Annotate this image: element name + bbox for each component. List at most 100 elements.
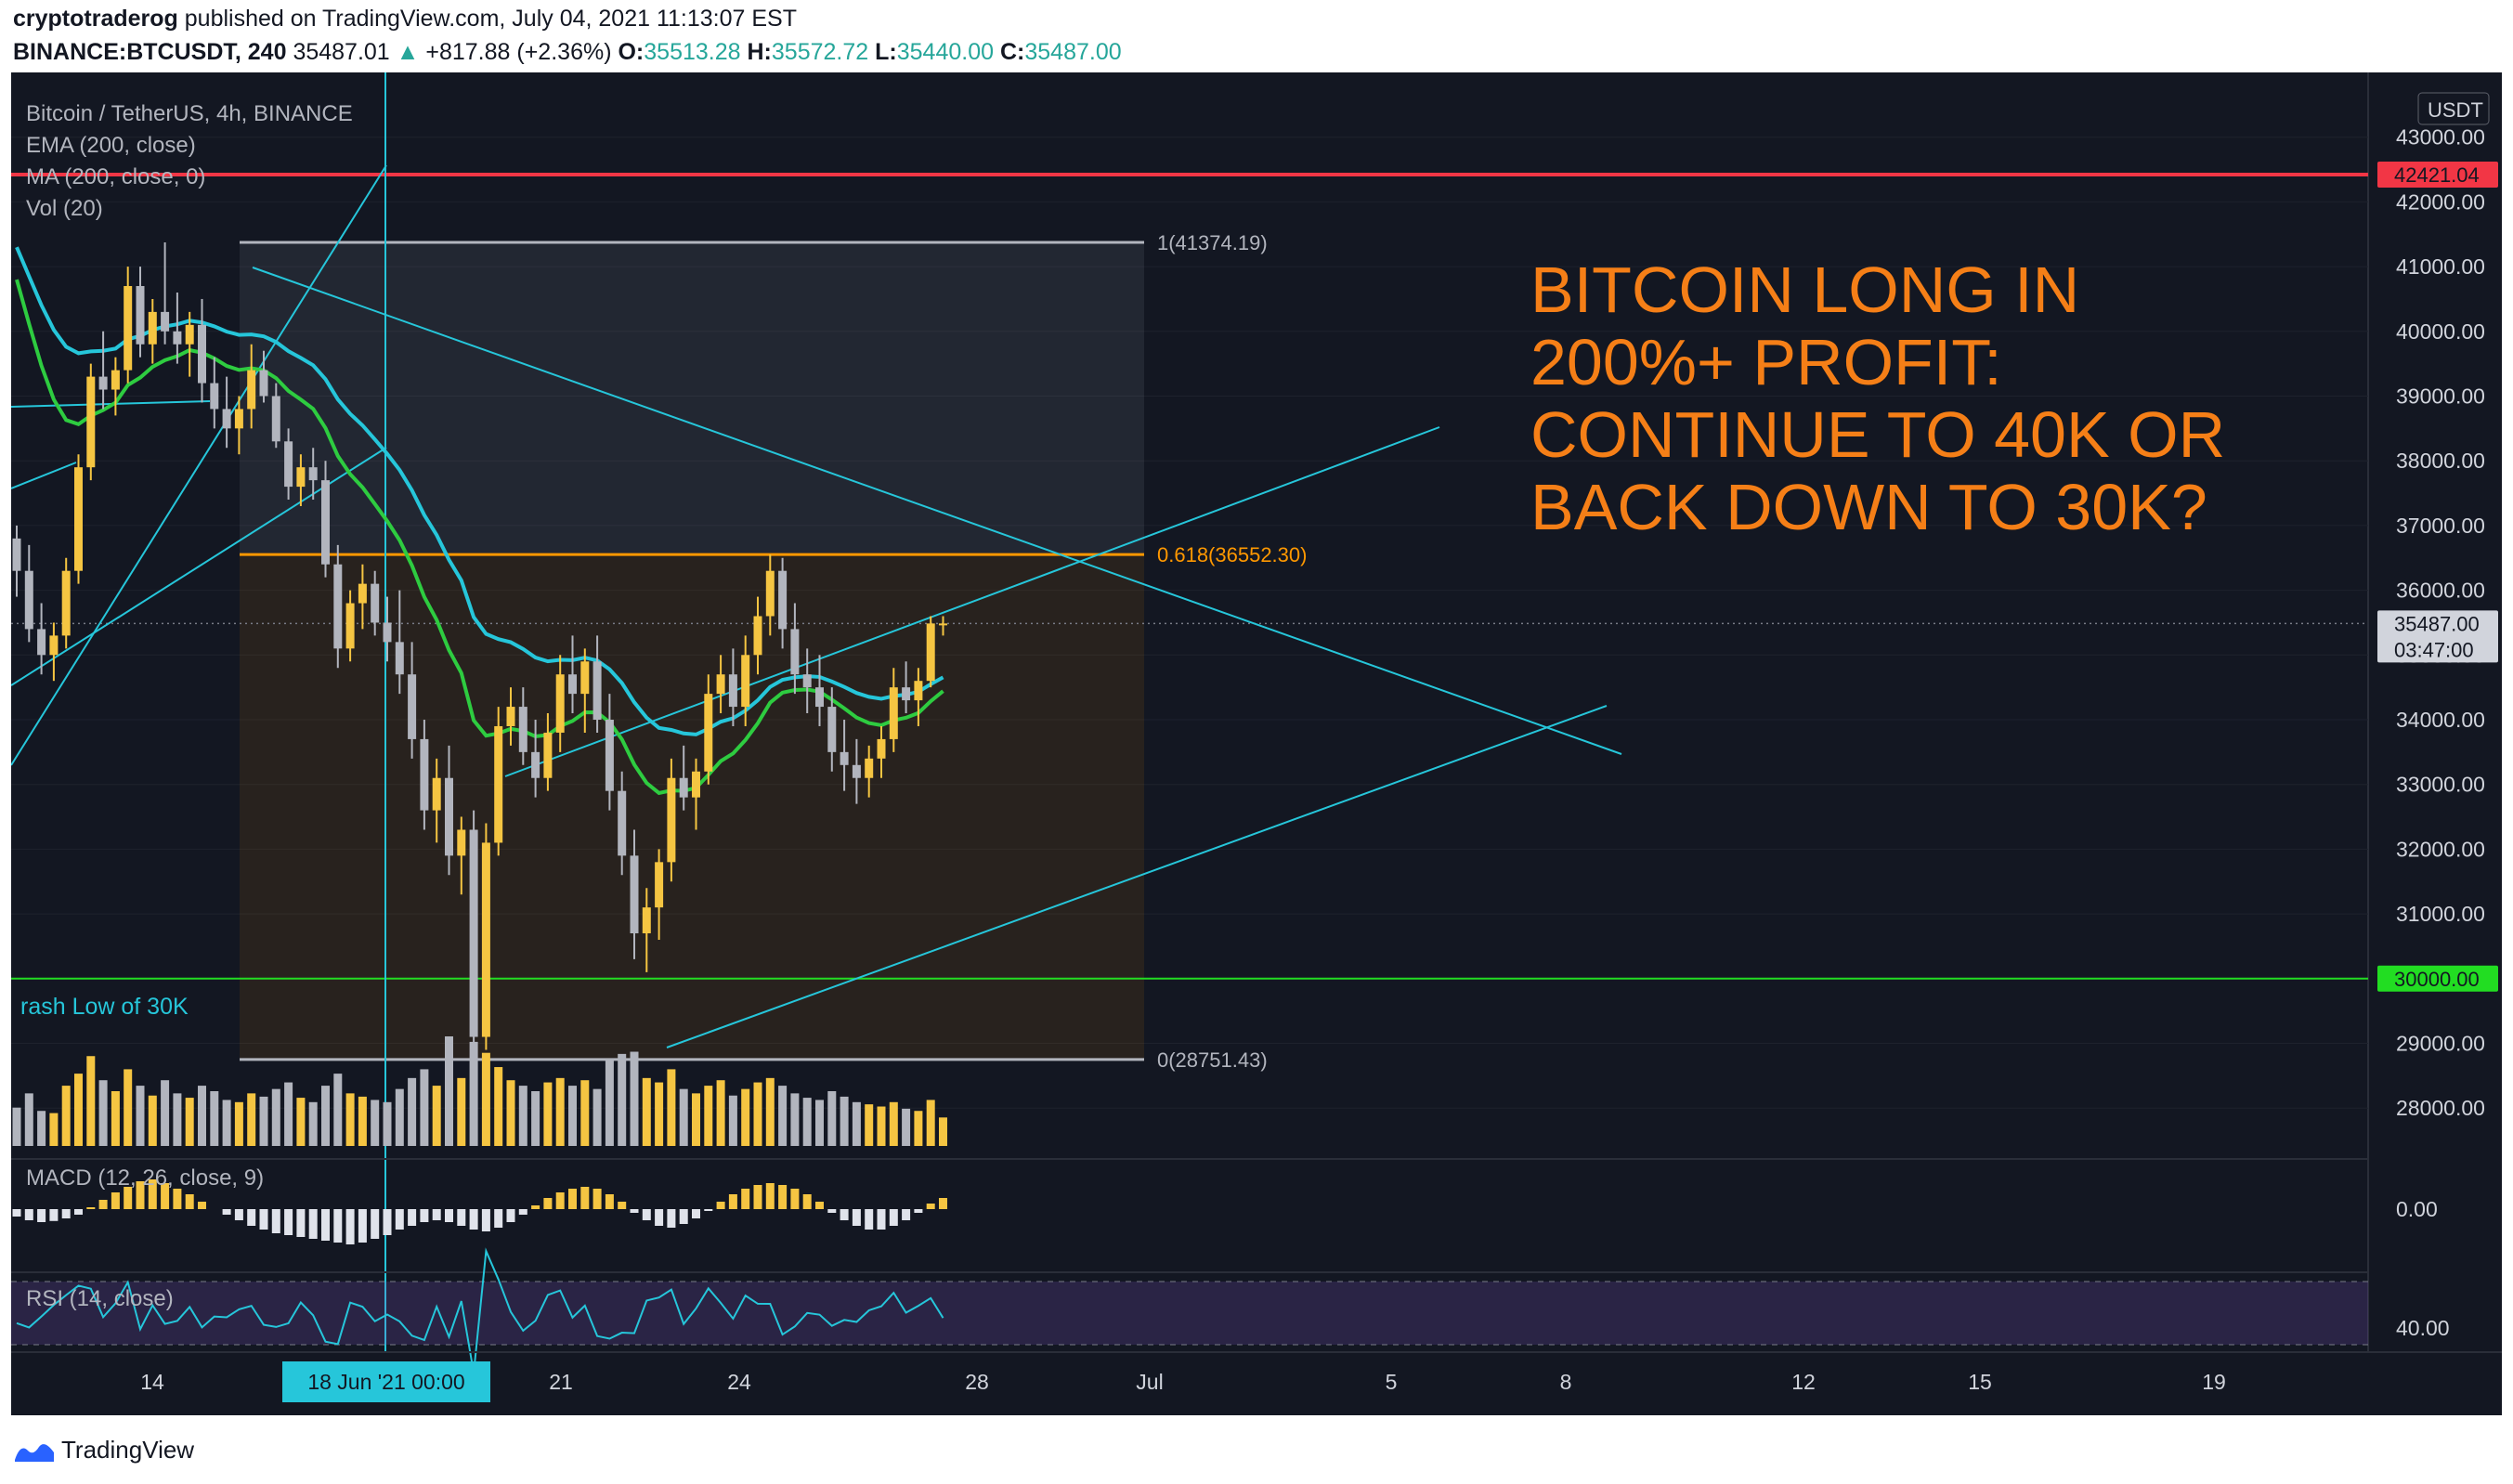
macd-bar: [555, 1192, 565, 1209]
macd-bar: [445, 1209, 453, 1222]
candle-body: [692, 771, 700, 798]
candle-body: [321, 480, 330, 565]
price-tick: 34000.00: [2396, 708, 2485, 732]
author-name[interactable]: cryptotraderog: [13, 6, 178, 32]
macd-bar: [321, 1209, 330, 1241]
macd-bar: [655, 1209, 664, 1226]
volume-bar: [173, 1093, 182, 1146]
price-tick: 36000.00: [2396, 579, 2485, 603]
currency-badge: [2417, 92, 2490, 125]
macd-bar: [259, 1209, 268, 1230]
macd-bar: [420, 1209, 429, 1222]
candle-body: [827, 707, 837, 752]
macd-bar: [408, 1209, 417, 1226]
volume-bar: [741, 1088, 750, 1146]
price-change: +817.88 (+2.36%): [425, 39, 612, 65]
price-chart[interactable]: 1(41374.19) 0.618(36552.30) 0(28751.43) 43…: [11, 72, 2502, 1415]
volume-bar: [185, 1098, 194, 1146]
chart-legend: Bitcoin / TetherUS, 4h, BINANCE EMA (200…: [20, 101, 353, 1311]
candle-body: [815, 687, 824, 708]
volume-bar: [24, 1093, 33, 1146]
legend-vol[interactable]: Vol (20): [26, 196, 103, 221]
volume-bar: [12, 1107, 21, 1146]
tradingview-brand[interactable]: TradingView: [61, 1436, 195, 1464]
candle-body: [580, 661, 590, 695]
candle-body: [592, 661, 602, 721]
macd-bar: [568, 1189, 577, 1209]
volume-bar: [61, 1086, 71, 1146]
volume-bar: [716, 1080, 725, 1146]
candle-body: [86, 376, 96, 468]
volume-bar: [74, 1074, 83, 1146]
volume-bar: [469, 1041, 478, 1146]
macd-tick: 0.00: [2396, 1197, 2438, 1221]
candle-body: [408, 674, 417, 739]
candle-body: [457, 829, 466, 856]
macd-bar: [333, 1209, 343, 1243]
price-tick: 39000.00: [2396, 384, 2485, 409]
macd-bar: [284, 1209, 293, 1235]
macd-bar: [371, 1209, 380, 1239]
volume-bar: [222, 1100, 231, 1146]
volume-bar: [580, 1080, 590, 1146]
tradingview-logo-icon[interactable]: [13, 1439, 56, 1464]
macd-bar: [61, 1209, 71, 1218]
fib-zone-upper: [240, 242, 1144, 555]
legend-rsi[interactable]: RSI (14, close): [26, 1286, 174, 1311]
price-tick: 38000.00: [2396, 449, 2485, 473]
volume-bar: [371, 1100, 380, 1146]
price-label-text: 42421.04: [2394, 163, 2480, 187]
macd-bar: [753, 1185, 762, 1209]
price-label-badge: [2377, 965, 2498, 992]
macd-bar: [580, 1187, 590, 1209]
symbol-label[interactable]: BINANCE:BTCUSDT, 240: [13, 39, 287, 65]
chart-header: cryptotraderog published on TradingView.…: [0, 0, 2513, 72]
macd-bar: [383, 1209, 392, 1235]
volume-bar: [457, 1077, 466, 1146]
trend-line: [666, 705, 1608, 1048]
volume-bar: [49, 1113, 59, 1146]
price-tick: 42000.00: [2396, 189, 2485, 214]
legend-ema[interactable]: EMA (200, close): [26, 133, 196, 158]
candle-body: [161, 311, 170, 332]
candle-body: [902, 687, 911, 701]
currency-label: USDT: [2428, 98, 2483, 122]
candle-body: [753, 616, 762, 656]
volume-bar: [395, 1088, 404, 1146]
macd-bar: [679, 1209, 688, 1224]
volume-bar: [518, 1086, 527, 1146]
legend-macd[interactable]: MACD (12, 26, close, 9): [26, 1165, 264, 1191]
price-tick: 40000.00: [2396, 319, 2485, 344]
legend-ma[interactable]: MA (200, close, 0): [26, 164, 205, 189]
macd-bar: [865, 1209, 874, 1230]
macd-bar: [494, 1209, 503, 1228]
volume-bar: [815, 1100, 824, 1146]
macd-bar: [605, 1194, 614, 1209]
high-value: 35572.72: [771, 39, 869, 65]
volume-bar: [37, 1111, 46, 1146]
macd-bar: [234, 1209, 243, 1220]
time-tick: 21: [549, 1370, 573, 1394]
macd-bar: [308, 1209, 318, 1239]
fib-level-label: 0.618(36552.30): [1157, 543, 1307, 566]
time-axis[interactable]: 14 21 24 28 Jul 5 8 12 15 19 18 Jun '21 00:00: [11, 1351, 2502, 1402]
macd-bar: [395, 1209, 404, 1230]
volume-bar: [161, 1080, 170, 1146]
legend-title[interactable]: Bitcoin / TetherUS, 4h, BINANCE: [26, 101, 353, 126]
candle-body: [308, 467, 318, 481]
volume-bar: [506, 1080, 515, 1146]
volume-bar: [383, 1101, 392, 1146]
candle-body: [284, 441, 293, 488]
price-tick: 28000.00: [2396, 1096, 2485, 1120]
time-tick: 12: [1791, 1370, 1816, 1394]
rsi-tick: 40.00: [2396, 1316, 2450, 1340]
candle-body: [790, 629, 800, 675]
fib-level-label: 1(41374.19): [1157, 231, 1268, 254]
candle-body: [210, 383, 219, 410]
candle-body: [383, 622, 392, 643]
macd-bar: [692, 1209, 700, 1218]
macd-bar: [345, 1209, 355, 1244]
trend-line: [11, 164, 387, 766]
volume-bar: [408, 1077, 417, 1146]
price-axis[interactable]: 43000.00 42000.00 41000.00 40000.00 39000.00…: [2377, 92, 2498, 1340]
